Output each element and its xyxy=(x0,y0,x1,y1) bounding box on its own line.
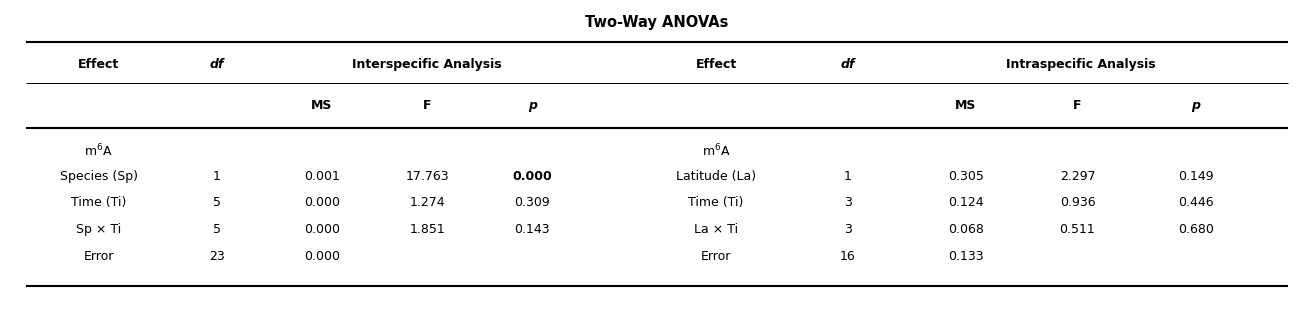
Text: 0.000: 0.000 xyxy=(304,196,340,209)
Text: Time (Ti): Time (Ti) xyxy=(689,196,744,209)
Text: 0.124: 0.124 xyxy=(947,196,984,209)
Text: Interspecific Analysis: Interspecific Analysis xyxy=(352,58,502,71)
Text: 0.143: 0.143 xyxy=(514,223,551,236)
Text: 0.305: 0.305 xyxy=(947,170,984,183)
Text: Error: Error xyxy=(83,250,114,263)
Text: df: df xyxy=(840,58,855,71)
Text: 3: 3 xyxy=(844,196,851,209)
Text: 0.001: 0.001 xyxy=(304,170,340,183)
Text: 0.133: 0.133 xyxy=(947,250,984,263)
Text: 0.511: 0.511 xyxy=(1059,223,1096,236)
Text: 16: 16 xyxy=(840,250,855,263)
Text: 0.680: 0.680 xyxy=(1177,223,1214,236)
Text: p: p xyxy=(528,100,536,112)
Text: F: F xyxy=(1074,100,1081,112)
Text: 2.297: 2.297 xyxy=(1059,170,1096,183)
Text: 0.936: 0.936 xyxy=(1059,196,1096,209)
Text: 0.446: 0.446 xyxy=(1177,196,1214,209)
Text: Time (Ti): Time (Ti) xyxy=(71,196,126,209)
Text: 1: 1 xyxy=(213,170,221,183)
Text: Two-Way ANOVAs: Two-Way ANOVAs xyxy=(585,15,729,30)
Text: Effect: Effect xyxy=(78,58,120,71)
Text: F: F xyxy=(423,100,431,112)
Text: Error: Error xyxy=(700,250,732,263)
Text: 0.000: 0.000 xyxy=(304,250,340,263)
Text: Latitude (La): Latitude (La) xyxy=(677,170,756,183)
Text: Species (Sp): Species (Sp) xyxy=(59,170,138,183)
Text: MS: MS xyxy=(955,100,976,112)
Text: 0.068: 0.068 xyxy=(947,223,984,236)
Text: La × Ti: La × Ti xyxy=(694,223,738,236)
Text: 3: 3 xyxy=(844,223,851,236)
Text: 1: 1 xyxy=(844,170,851,183)
Text: 1.274: 1.274 xyxy=(409,196,445,209)
Text: MS: MS xyxy=(311,100,332,112)
Text: m$^6$A: m$^6$A xyxy=(702,143,731,159)
Text: 5: 5 xyxy=(213,196,221,209)
Text: 23: 23 xyxy=(209,250,225,263)
Text: 5: 5 xyxy=(213,223,221,236)
Text: df: df xyxy=(209,58,225,71)
Text: 0.309: 0.309 xyxy=(514,196,551,209)
Text: 1.851: 1.851 xyxy=(409,223,445,236)
Text: 0.149: 0.149 xyxy=(1177,170,1214,183)
Text: 17.763: 17.763 xyxy=(405,170,449,183)
Text: Effect: Effect xyxy=(695,58,737,71)
Text: p: p xyxy=(1192,100,1200,112)
Text: m$^6$A: m$^6$A xyxy=(84,143,113,159)
Text: Intraspecific Analysis: Intraspecific Analysis xyxy=(1007,58,1155,71)
Text: 0.000: 0.000 xyxy=(512,170,552,183)
Text: 0.000: 0.000 xyxy=(304,223,340,236)
Text: Sp × Ti: Sp × Ti xyxy=(76,223,121,236)
